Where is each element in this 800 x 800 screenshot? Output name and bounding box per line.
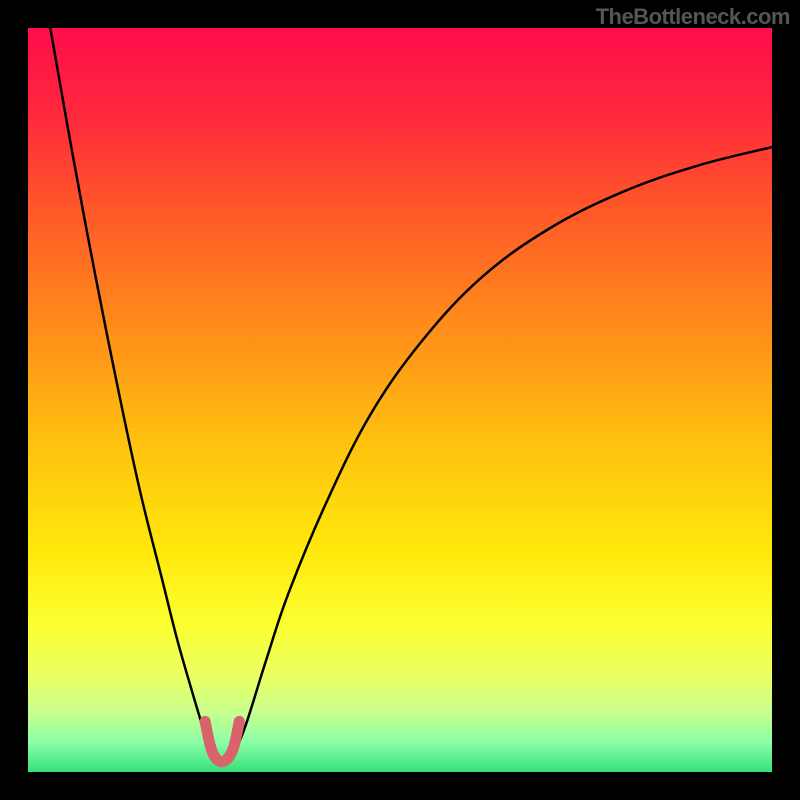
plot-svg [28, 28, 772, 772]
plot-background [28, 28, 772, 772]
chart-container: TheBottleneck.com [0, 0, 800, 800]
watermark-text: TheBottleneck.com [596, 4, 790, 30]
plot-area [28, 28, 772, 772]
